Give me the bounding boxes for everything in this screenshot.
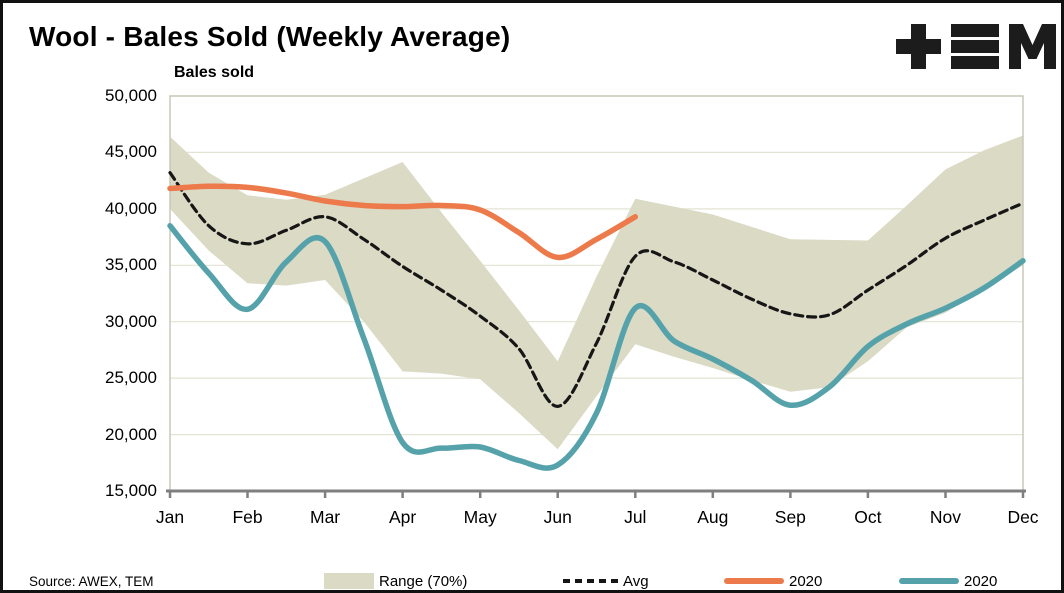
- line-2020-teal-sample: [899, 578, 959, 584]
- x-tick-label: Jun: [543, 507, 572, 527]
- x-tick-label: Feb: [232, 507, 263, 527]
- x-tick-label: Aug: [697, 507, 729, 527]
- x-tick-label: Jan: [155, 507, 185, 527]
- avg-line-sample: [563, 579, 618, 583]
- tem-logo: [896, 24, 1056, 69]
- source-note: Source: AWEX, TEM: [29, 574, 154, 589]
- y-tick-label: 25,000: [105, 368, 157, 388]
- logo-m-icon: [1009, 24, 1056, 69]
- x-tick-label: Jul: [624, 507, 647, 527]
- x-tick-label: May: [463, 507, 497, 527]
- x-tick-label: Oct: [854, 507, 882, 527]
- legend-item-range: Range (70%): [324, 570, 468, 590]
- legend-label-2020-orange: 2020: [789, 572, 823, 590]
- legend-label-range: Range (70%): [379, 572, 468, 590]
- plot-area: [166, 95, 1026, 498]
- x-tick-label: Dec: [1007, 507, 1039, 527]
- y-axis-title: Bales sold: [174, 64, 255, 81]
- legend-label-avg: Avg: [623, 572, 649, 590]
- logo-bars-icon: [951, 24, 999, 69]
- y-axis-labels: 50,000 45,000 40,000 35,000 30,000 25,000 20,0…: [3, 3, 160, 590]
- x-tick-label: Mar: [310, 507, 341, 527]
- legend-item-2020-teal: 2020: [899, 570, 998, 590]
- y-tick-label: 15,000: [105, 481, 157, 500]
- x-tick-label: Apr: [389, 507, 417, 527]
- y-tick-label: 30,000: [105, 311, 157, 331]
- x-tick-label: Nov: [929, 507, 962, 527]
- range-swatch: [324, 573, 374, 589]
- line-2020-orange-sample: [724, 578, 784, 584]
- y-tick-label: 50,000: [105, 86, 157, 105]
- y-tick-label: 40,000: [105, 198, 157, 218]
- y-tick-label: 45,000: [105, 142, 157, 162]
- legend-item-2020-orange: 2020: [724, 570, 823, 590]
- legend-item-avg: Avg: [563, 570, 649, 590]
- x-axis-labels: Jan Feb Mar Apr May Jun Jul Aug Sep Oct Nov Dec: [3, 3, 1061, 590]
- chart-title: Wool - Bales Sold (Weekly Average): [29, 21, 511, 52]
- legend-label-2020-teal: 2020: [964, 572, 998, 590]
- y-tick-label: 35,000: [105, 255, 157, 275]
- x-tick-label: Sep: [774, 507, 806, 527]
- logo-plus-icon: [896, 24, 941, 69]
- y-tick-label: 20,000: [105, 424, 157, 444]
